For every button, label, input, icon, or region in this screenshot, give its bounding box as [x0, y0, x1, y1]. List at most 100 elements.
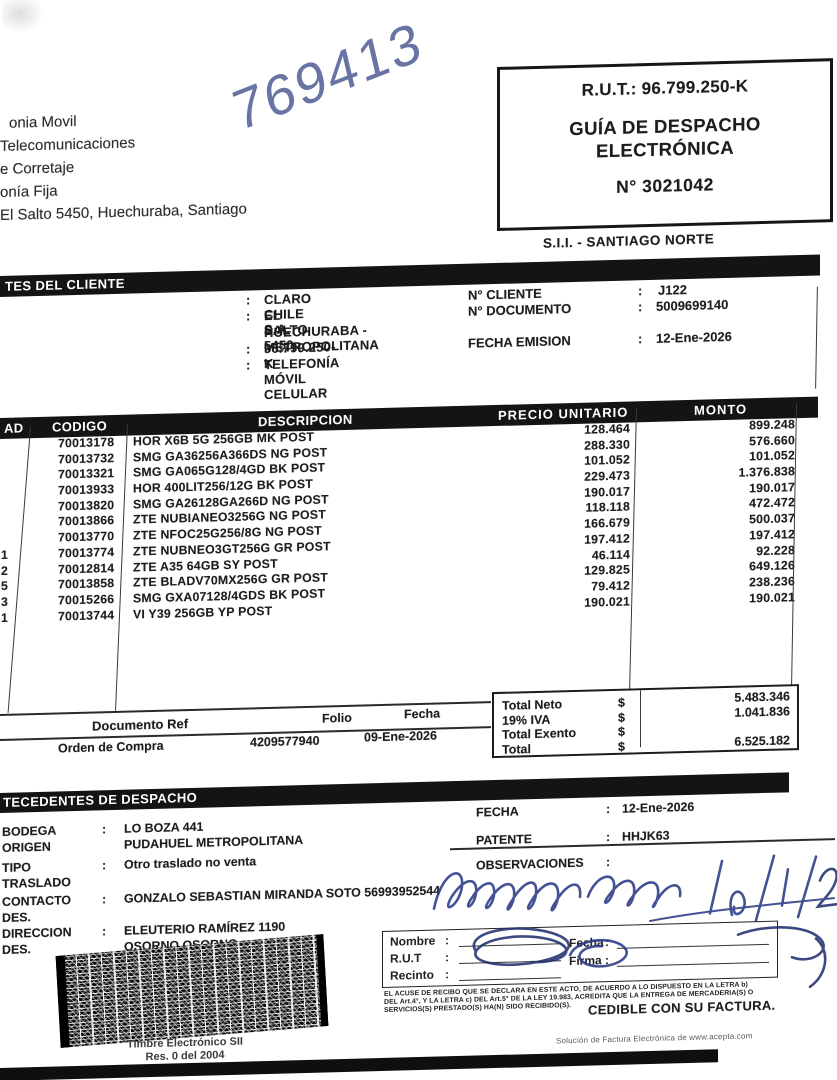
qty-cell: 5	[1, 578, 9, 594]
code-cell: 70015266	[58, 591, 115, 608]
dispatch-field-label: CONTACTO DES.	[2, 893, 72, 925]
field-colon: :	[445, 967, 449, 982]
rut-label: R.U.T	[390, 950, 422, 966]
total-value: 6.525.182	[734, 733, 790, 749]
doc-number-text: N° 3021042	[616, 174, 714, 197]
field-colon: :	[445, 950, 449, 965]
folio-header: Folio	[322, 710, 352, 726]
qty-cell: 1	[1, 547, 9, 562]
fecha-firma-label: Fecha	[569, 935, 604, 951]
qty-header: AD	[4, 420, 24, 436]
field-colon: :	[606, 830, 611, 845]
total-label: Total	[502, 741, 531, 757]
total-label: 19% IVA	[502, 712, 551, 728]
receipt-signature-box: Nombre : R.U.T : Recinto : Fecha : Firma…	[382, 920, 778, 988]
fecha-header: Fecha	[404, 706, 441, 722]
field-colon: :	[605, 953, 609, 968]
field-colon: :	[638, 299, 643, 315]
dispatch-patente-value: HHJK63	[622, 828, 670, 844]
desc-cell: ZTE A35 64GB SY POST	[133, 556, 278, 575]
firma-line	[617, 961, 769, 968]
desc-cell: VI Y39 256GB YP POST	[133, 603, 273, 622]
client-field-label: N° CLIENTE	[468, 285, 542, 303]
field-colon: :	[102, 822, 107, 837]
code-cell: 70013866	[58, 513, 115, 529]
field-colon: :	[638, 283, 643, 299]
dispatch-patente-label: PATENTE	[476, 832, 532, 848]
client-info-value: TELEFONÍA MÓVIL CELULAR	[264, 355, 339, 403]
client-section-title: TES DEL CLIENTE	[5, 275, 125, 294]
field-colon: :	[102, 892, 107, 907]
code-cell: 70013933	[58, 482, 115, 498]
code-cell: 70013820	[58, 497, 115, 514]
code-cell: 70013744	[58, 607, 115, 624]
total-value: 1.041.836	[734, 703, 790, 720]
client-number-value: J122	[658, 282, 687, 298]
handwritten-folio: 769413	[226, 8, 429, 144]
field-colon: :	[246, 357, 251, 373]
dispatch-fecha-label: FECHA	[476, 804, 519, 820]
currency-sign: $	[618, 710, 625, 725]
sii-office-text: S.I.I. - SANTIAGO NORTE	[543, 231, 715, 251]
fecha-value: 09-Ene-2026	[364, 728, 437, 745]
recinto-line	[459, 977, 561, 982]
dispatch-field-label: BODEGA ORIGEN	[2, 823, 56, 855]
field-colon: :	[445, 933, 449, 948]
dispatch-section-title: TECEDENTES DE DESPACHO	[3, 789, 198, 810]
code-cell: 70013770	[58, 529, 115, 545]
code-cell: 70013732	[58, 450, 115, 467]
total-label: Total Exento	[502, 726, 577, 743]
totals-labels: Total Neto $ 5.483.346 19% IVA $ 1.041.8…	[502, 689, 790, 758]
nombre-line	[459, 943, 561, 948]
field-colon: :	[246, 341, 251, 357]
dispatch-observaciones-label: OBSERVACIONES	[476, 855, 584, 873]
field-colon: :	[246, 308, 251, 324]
rut-text: R.U.T.: 96.799.250-K	[581, 76, 749, 100]
nombre-label: Nombre	[390, 933, 436, 949]
fecha-line	[617, 943, 769, 950]
field-colon: :	[605, 935, 609, 950]
dispatch-field-value2: PUDAHUEL METROPOLITANA	[124, 833, 304, 852]
folio-value: 4209577940	[250, 733, 320, 750]
amount-cell: 190.021	[749, 589, 795, 605]
corner-smudge	[2, 0, 46, 34]
sii-rut-box: R.U.T.: 96.799.250-K GUÍA DE DESPACHO EL…	[497, 58, 833, 231]
document-number-value: 5009699140	[656, 296, 729, 314]
field-colon: :	[246, 292, 251, 308]
code-cell: 70013321	[58, 466, 115, 482]
field-colon: :	[606, 802, 611, 817]
code-cell: 70013774	[58, 544, 115, 561]
currency-sign: $	[618, 695, 625, 710]
qty-cell: 1	[1, 610, 9, 625]
field-colon: :	[606, 855, 611, 870]
client-right-border	[815, 286, 819, 389]
field-colon: :	[638, 331, 643, 347]
currency-sign: $	[618, 739, 625, 754]
qty-cell: 2	[1, 563, 9, 578]
emission-date-value: 12-Ene-2026	[656, 328, 732, 346]
rut-line	[459, 960, 561, 965]
code-cell: 70012814	[58, 560, 115, 576]
document-number-label: N° DOCUMENTO	[468, 301, 572, 319]
code-cell: 70013858	[58, 576, 115, 592]
dispatch-field-value: Otro traslado no venta	[124, 854, 257, 872]
dispatch-fecha-value: 12-Ene-2026	[622, 799, 695, 816]
firma-label: Firma	[569, 953, 602, 969]
sender-address-block: onia Movil Telecomunicaciones e Corretaje o…	[0, 106, 247, 227]
recinto-label: Recinto	[390, 967, 435, 983]
doc-ref-value: Orden de Compra	[58, 738, 164, 756]
currency-sign: $	[618, 724, 625, 740]
emission-date-label: FECHA EMISION	[468, 333, 571, 351]
doc-ref-label: Documento Ref	[92, 716, 189, 734]
totals-box: Total Neto $ 5.483.346 19% IVA $ 1.041.8…	[492, 684, 799, 759]
provider-footer-text: Solución de Factura Electrónica de www.a…	[556, 1031, 753, 1046]
amount-header: MONTO	[694, 401, 748, 418]
code-cell: 70013178	[58, 435, 115, 451]
field-colon: :	[102, 858, 107, 873]
dispatch-field-label: TIPO TRASLADO	[2, 860, 71, 891]
price-cell: 190.021	[584, 594, 630, 610]
total-label: Total Neto	[502, 697, 563, 713]
code-header: CODIGO	[52, 418, 108, 435]
